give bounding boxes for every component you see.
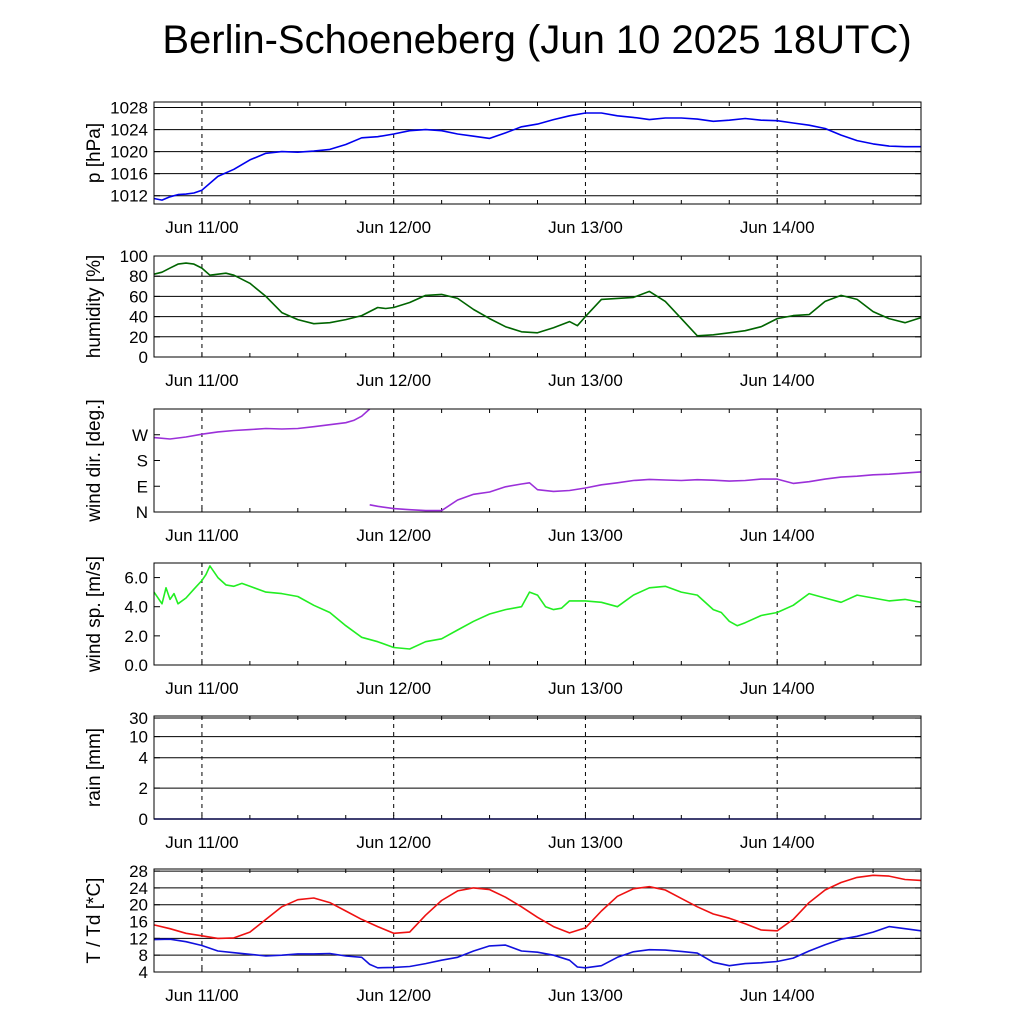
y-tick-label: 8	[139, 946, 148, 965]
panel-4: 0.0 2.0 4.0 6.0 wind sp. [m/s] Jun 11/00 Jun 1…	[84, 556, 922, 698]
plot-frame	[153, 562, 922, 666]
x-tick-label: Jun 12/00	[356, 679, 431, 698]
y-axis-label: T / Td [*C]	[84, 878, 105, 964]
x-tick-label: Jun 12/00	[356, 218, 431, 237]
x-tick-label: Jun 13/00	[548, 371, 623, 390]
y-tick-label: 30	[129, 709, 148, 728]
series-line-dewpoint	[153, 925, 922, 969]
x-tick-label: Jun 12/00	[356, 833, 431, 852]
y-axis-label: wind sp. [m/s]	[84, 556, 105, 673]
x-tick-label: Jun 12/00	[356, 371, 431, 390]
x-tick-label: Jun 14/00	[740, 833, 815, 852]
series-line-humidity	[153, 262, 922, 337]
x-tick-label: Jun 12/00	[356, 526, 431, 545]
series-line-pressure	[153, 112, 921, 201]
y-tick-label: W	[132, 426, 148, 445]
plot-frame	[153, 408, 922, 513]
x-tick-label: Jun 11/00	[165, 371, 238, 390]
x-tick-label: Jun 13/00	[548, 526, 623, 545]
plot-frame	[153, 255, 922, 358]
y-tick-label: S	[137, 452, 148, 471]
y-tick-label: 60	[129, 287, 148, 306]
plot-frame	[153, 868, 922, 973]
series-line-temperature	[153, 874, 922, 940]
series-line-wind_dir	[369, 471, 922, 512]
y-tick-label: 0.0	[124, 656, 148, 675]
y-tick-label: 20	[129, 328, 148, 347]
y-tick-label: 100	[120, 247, 148, 266]
y-tick-label: 4.0	[124, 598, 148, 617]
y-tick-label: 16	[129, 913, 148, 932]
x-tick-label: Jun 11/00	[165, 986, 238, 1005]
y-tick-label: N	[136, 503, 148, 522]
y-tick-label: 1024	[110, 121, 148, 140]
y-tick-label: 20	[129, 896, 148, 915]
x-tick-label: Jun 13/00	[548, 833, 623, 852]
x-tick-label: Jun 13/00	[548, 986, 623, 1005]
x-tick-label: Jun 14/00	[740, 986, 815, 1005]
y-tick-label: 4	[139, 749, 148, 768]
y-tick-label: 1012	[110, 187, 148, 206]
y-tick-label: 4	[139, 963, 148, 982]
y-tick-label: 2	[139, 779, 148, 798]
chart-title: Berlin-Schoeneberg (Jun 10 2025 18UTC)	[162, 18, 912, 62]
x-tick-label: Jun 14/00	[740, 679, 815, 698]
x-tick-label: Jun 11/00	[165, 218, 238, 237]
y-tick-label: 0	[139, 810, 148, 829]
x-tick-label: Jun 11/00	[165, 679, 238, 698]
panel-1: 1012 1016 1020 1024 1028 p [hPa] Jun 11/00 Jun …	[84, 99, 922, 237]
plot-frame	[153, 715, 922, 820]
y-tick-label: 10	[129, 728, 148, 747]
x-tick-label: Jun 11/00	[165, 526, 238, 545]
y-axis-label: rain [mm]	[84, 728, 105, 807]
y-tick-label: 1020	[110, 143, 148, 162]
x-tick-label: Jun 13/00	[548, 679, 623, 698]
x-tick-label: Jun 14/00	[740, 371, 815, 390]
x-tick-label: Jun 11/00	[165, 833, 238, 852]
y-tick-label: 0	[139, 348, 148, 367]
y-axis-label: wind dir. [deg.]	[84, 399, 105, 523]
y-tick-label: 28	[129, 862, 148, 881]
y-axis-label: p [hPa]	[84, 123, 105, 183]
x-tick-label: Jun 13/00	[548, 218, 623, 237]
x-tick-label: Jun 14/00	[740, 526, 815, 545]
y-tick-label: 24	[129, 879, 148, 898]
y-tick-label: E	[137, 477, 148, 496]
x-tick-label: Jun 14/00	[740, 218, 815, 237]
y-tick-label: 1028	[110, 99, 148, 118]
plot-frame	[153, 101, 922, 205]
y-tick-label: 12	[129, 929, 148, 948]
y-axis-label: humidity [%]	[84, 255, 105, 358]
y-tick-label: 80	[129, 267, 148, 286]
x-tick-label: Jun 12/00	[356, 986, 431, 1005]
series-line-wind_dir	[153, 408, 371, 440]
y-tick-label: 2.0	[124, 627, 148, 646]
y-tick-label: 40	[129, 308, 148, 327]
y-tick-label: 6.0	[124, 569, 148, 588]
y-tick-label: 1016	[110, 165, 148, 184]
series-line-wind_speed	[153, 565, 922, 650]
